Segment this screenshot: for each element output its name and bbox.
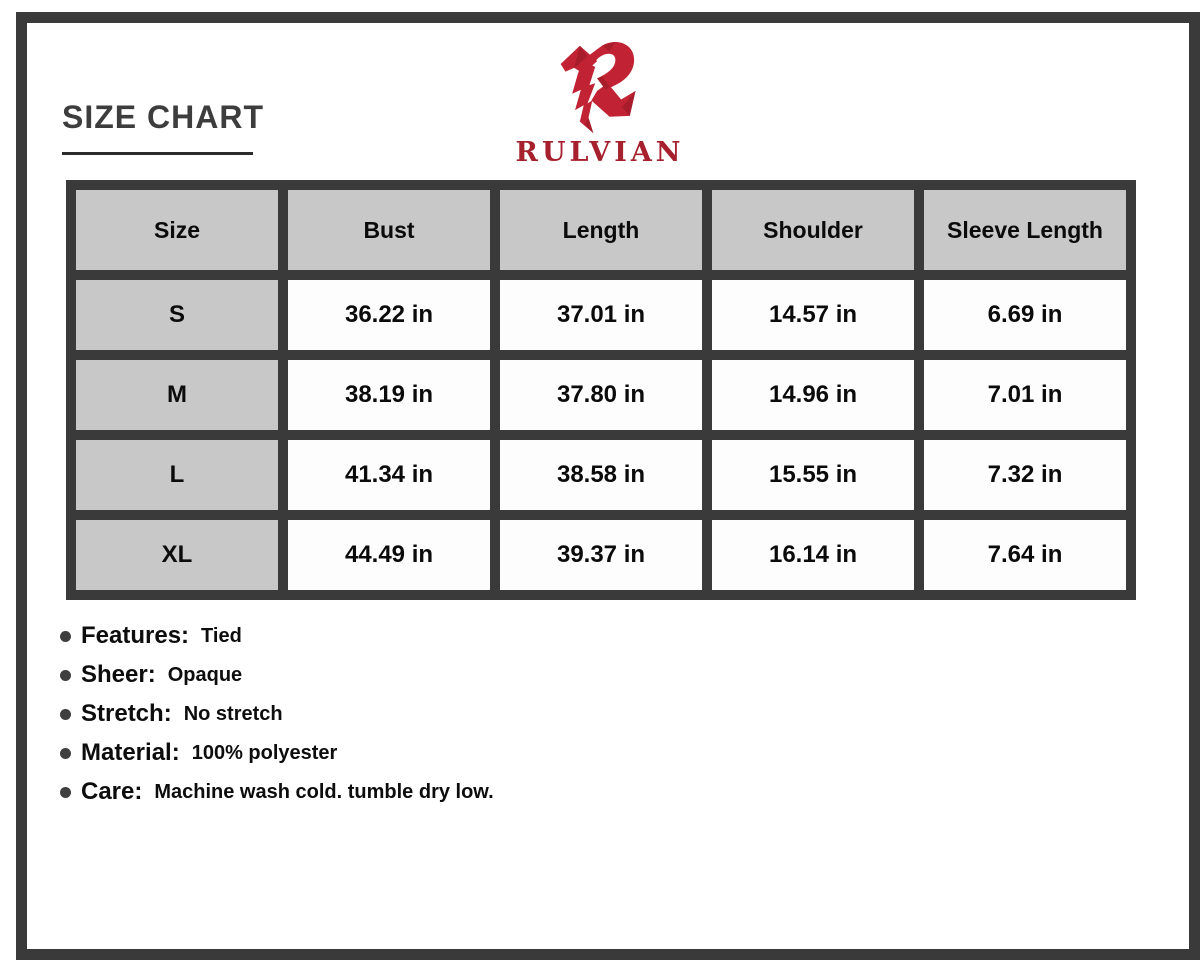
value-cell: 39.37 in [500,520,702,590]
value-cell: 7.01 in [924,360,1126,430]
header-cell: Shoulder [712,190,914,270]
header-cell: Sleeve Length [924,190,1126,270]
value-cell: 7.64 in [924,520,1126,590]
detail-label: Care: [81,778,143,805]
bullet-dot-icon [60,747,71,759]
title-underline [62,152,253,155]
detail-label: Features: [81,622,190,649]
value-cell: 37.80 in [500,360,702,430]
brand-wordmark: RULVIAN [515,137,685,168]
value-cell: 7.32 in [924,440,1126,510]
details-list: Features: Tied Sheer: Opaque Stretch: No stre… [60,622,494,817]
detail-label: Stretch: [81,700,172,727]
detail-label: Material: [81,739,180,766]
header-cell: Length [500,190,702,270]
value-cell: 6.69 in [924,280,1126,350]
value-cell: 44.49 in [288,520,490,590]
bullet-dot-icon [60,630,71,642]
bullet-dot-icon [60,786,71,798]
value-cell: 16.14 in [712,520,914,590]
page-title: SIZE CHART [62,99,264,135]
detail-value: Tied [201,624,242,647]
detail-value: 100% polyester [191,741,338,764]
size-cell: XL [76,520,278,590]
detail-item: Material: 100% polyester [60,739,494,767]
value-cell: 14.96 in [712,360,914,430]
detail-item: Care: Machine wash cold. tumble dry low. [60,778,494,806]
size-cell: S [76,280,278,350]
value-cell: 14.57 in [712,280,914,350]
value-cell: 36.22 in [288,280,490,350]
value-cell: 41.34 in [288,440,490,510]
bullet-dot-icon [60,669,71,681]
header-cell: Bust [288,190,490,270]
detail-value: Machine wash cold. tumble dry low. [154,780,494,803]
detail-item: Features: Tied [60,622,494,650]
detail-value: Opaque [167,663,243,686]
value-cell: 38.58 in [500,440,702,510]
value-cell: 15.55 in [712,440,914,510]
size-cell: M [76,360,278,430]
detail-item: Sheer: Opaque [60,661,494,689]
bullet-dot-icon [60,708,71,720]
size-cell: L [76,440,278,510]
value-cell: 38.19 in [288,360,490,430]
value-cell: 37.01 in [500,280,702,350]
brand-logo-block: RULVIAN [0,40,1200,168]
size-table: Size Bust Length Shoulder Sleeve Length S 36.2… [66,180,1136,600]
detail-value: No stretch [183,702,283,725]
detail-item: Stretch: No stretch [60,700,494,728]
rulvian-angular-r-icon [560,41,636,134]
detail-label: Sheer: [81,661,156,688]
header-cell: Size [76,190,278,270]
